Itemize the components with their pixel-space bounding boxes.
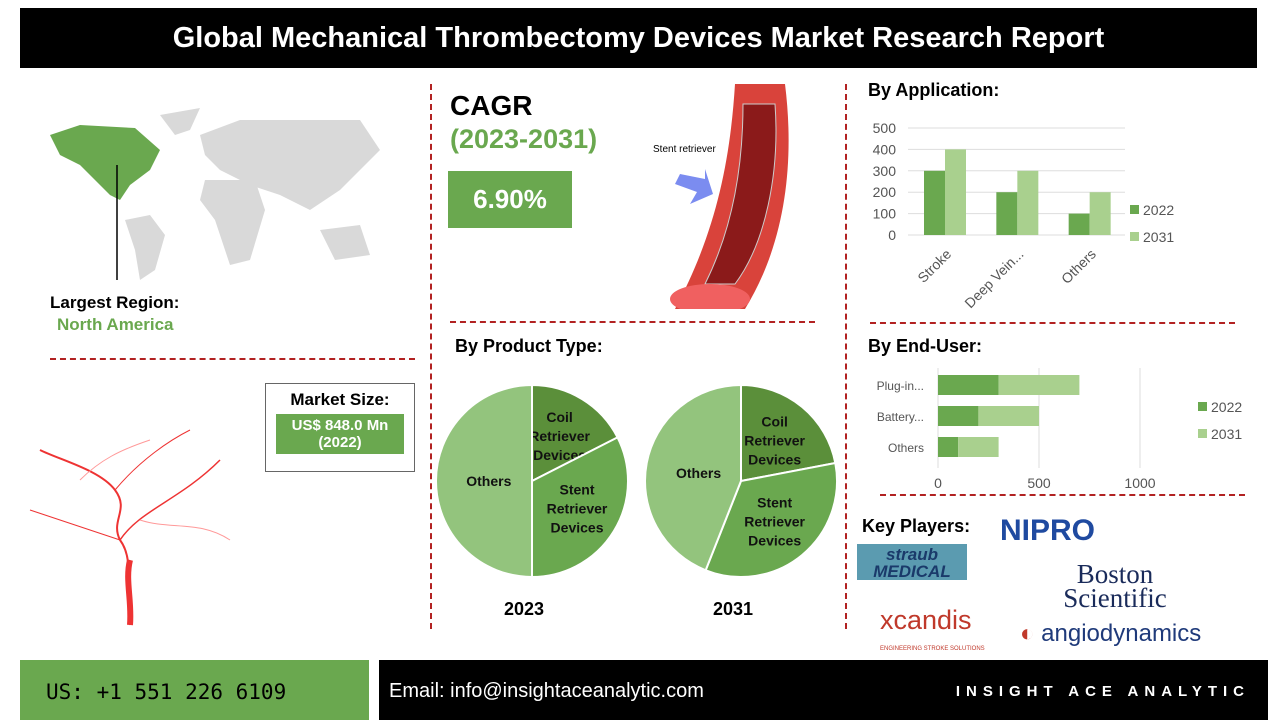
australia-region <box>320 225 370 260</box>
bar-2031-Others <box>1089 192 1111 235</box>
divider <box>450 321 815 323</box>
pie-label: Retriever <box>744 432 805 448</box>
eurasia-region <box>200 120 380 210</box>
pie-label: Devices <box>748 451 801 467</box>
bar-2031-Others <box>958 437 999 457</box>
legend-label: 2031 <box>1143 229 1174 245</box>
report-title: Global Mechanical Thrombectomy Devices M… <box>20 8 1257 68</box>
y-tick-label: 0 <box>888 227 896 243</box>
pie-slice-Coil Retriever Devices <box>740 383 837 483</box>
pie-label: Stent <box>757 495 792 511</box>
north-america-region <box>50 125 160 200</box>
market-size-label: Market Size: <box>290 390 390 409</box>
largest-region-value: North America <box>57 315 174 334</box>
largest-region-label: Largest Region: <box>50 293 180 312</box>
straub-medical-logo: straub MEDICAL <box>857 544 967 580</box>
stent-retriever-illustration: Stent retriever <box>653 84 789 309</box>
pie-slice-Others <box>435 383 533 579</box>
divider <box>50 358 415 360</box>
legend-label: 2022 <box>1143 202 1174 218</box>
pie-label: Retriever <box>547 501 608 517</box>
y-tick-label: Battery... <box>877 410 924 424</box>
divider <box>880 494 1245 496</box>
pie-slice-Stent Retriever Devices <box>531 436 629 579</box>
africa-region <box>200 180 265 265</box>
angiodynamics-logo: ◐ angiodynamics <box>1020 620 1202 647</box>
pie-label: Others <box>466 473 511 489</box>
y-tick-label: Others <box>888 441 924 455</box>
legend-swatch <box>1130 205 1139 214</box>
pie-label: Coil <box>761 413 787 429</box>
stent-label: Stent retriever <box>653 144 716 155</box>
pie-label: Devices <box>748 533 801 549</box>
pie-label: Retriever <box>744 514 805 530</box>
x-tick-label: 500 <box>1027 475 1051 491</box>
bar-2022-Deep Vein... <box>996 192 1018 235</box>
pie-label: Devices <box>533 447 586 463</box>
divider <box>870 322 1235 324</box>
application-heading: By Application: <box>868 80 1000 100</box>
market-size-year: (2022) <box>318 434 362 451</box>
bar-2031-Stroke <box>945 149 966 235</box>
nipro-logo: NIPRO <box>1000 514 1096 547</box>
bar-2022-Others <box>938 437 959 457</box>
x-tick-label: 0 <box>934 475 942 491</box>
phone-contact[interactable]: US: +1 551 226 6109 <box>20 660 369 720</box>
pie-label: Retriever <box>529 428 590 444</box>
x-tick-label: 1000 <box>1124 475 1155 491</box>
product-heading: By Product Type: <box>455 336 603 356</box>
market-size-box: Market Size: US$ 848.0 Mn (2022) <box>265 383 415 472</box>
product-pie-charts: Coil Retriever Devices Stent Retriever Device… <box>435 383 838 619</box>
bar-2022-Others <box>1068 213 1090 235</box>
cagr-label: CAGR <box>450 90 533 121</box>
x-tick-label: Others <box>1058 246 1099 287</box>
bar-2031-Battery... <box>978 406 1039 426</box>
bar-2031-Plug-in... <box>998 375 1080 395</box>
pie-label: Others <box>676 465 721 481</box>
y-tick-label: 300 <box>873 163 897 179</box>
cagr-period: (2023-2031) <box>450 124 598 154</box>
legend-label: 2031 <box>1211 426 1242 442</box>
pie-title: 2023 <box>504 599 544 619</box>
legend-label: 2022 <box>1211 399 1242 415</box>
legend-swatch <box>1130 232 1139 241</box>
boston-scientific-logo: Boston Scientific <box>1063 559 1167 613</box>
south-america-region <box>125 215 165 280</box>
pie-label: Coil <box>546 409 572 425</box>
y-tick-label: 100 <box>873 206 897 222</box>
world-map <box>50 108 380 280</box>
key-players-heading: Key Players: <box>862 516 971 536</box>
application-bar-chart: 0 100 200 300 400 500 Stroke Deep Vein... Others… <box>873 120 1175 310</box>
cagr-value: 6.90% <box>448 171 572 228</box>
pie-label: Devices <box>551 520 604 536</box>
y-tick-label: 500 <box>873 120 897 136</box>
y-tick-label: 200 <box>873 184 897 200</box>
pie-label: Stent <box>560 482 595 498</box>
pie-slice-Others <box>644 383 742 572</box>
cerebral-vessels-image <box>29 429 231 626</box>
end-user-heading: By End-User: <box>868 336 983 356</box>
y-tick-label: 400 <box>873 141 897 157</box>
acandis-logo: xcandis <box>880 605 972 635</box>
bar-2031-Deep Vein... <box>1017 170 1039 235</box>
market-size-value: US$ 848.0 Mn <box>291 417 389 434</box>
pie-title: 2031 <box>713 599 753 619</box>
bar-2022-Battery... <box>938 406 979 426</box>
divider <box>845 84 847 629</box>
x-tick-label: Stroke <box>914 246 954 286</box>
brand-logo: INSIGHT ACE ANALYTIC <box>955 683 1250 700</box>
pie-slice-Stent Retriever Devices <box>704 461 838 578</box>
divider <box>430 84 432 629</box>
acandis-tagline: ENGINEERING STROKE SOLUTIONS <box>880 646 985 652</box>
legend-swatch <box>1198 429 1207 438</box>
y-tick-label: Plug-in... <box>877 379 924 393</box>
bar-2022-Plug-in... <box>938 375 999 395</box>
legend-swatch <box>1198 402 1207 411</box>
bar-2022-Stroke <box>924 170 945 235</box>
end-user-bar-chart: 0 500 1000 Plug-in... Battery... Others 2022 20… <box>877 368 1242 491</box>
x-tick-label: Deep Vein... <box>961 246 1026 310</box>
email-contact[interactable]: Email: info@insightaceanalytic.com <box>379 660 1268 720</box>
pie-slice-Coil Retriever Devices <box>531 383 619 483</box>
